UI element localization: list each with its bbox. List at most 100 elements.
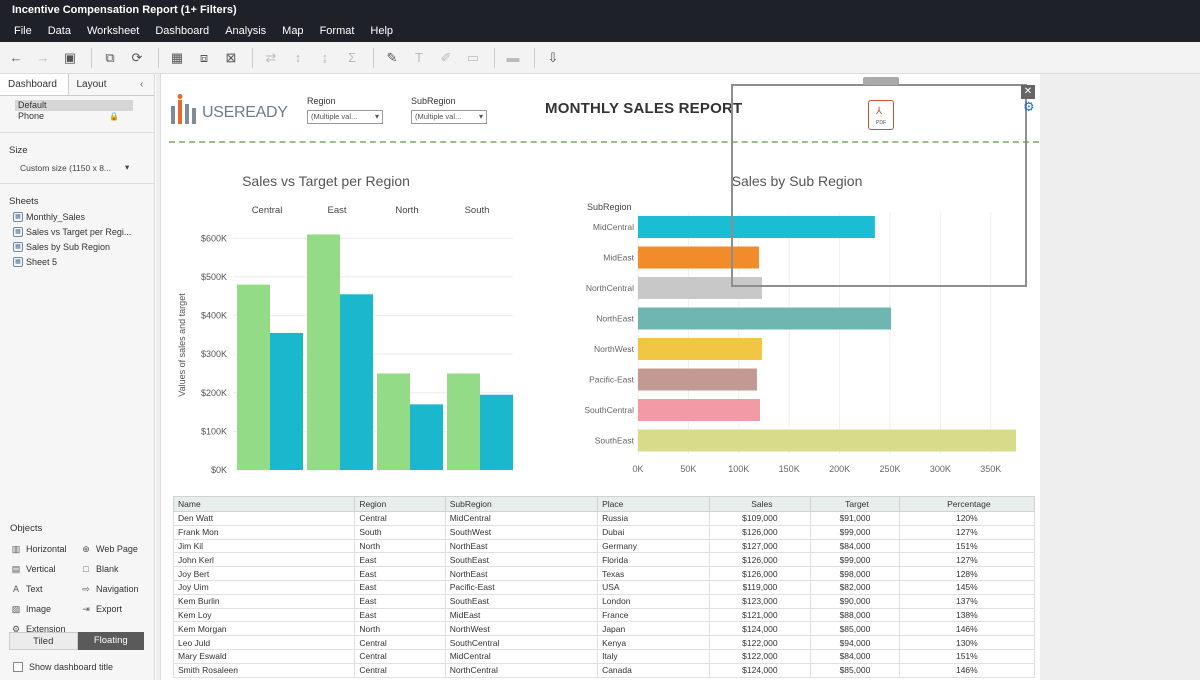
column-header[interactable]: SubRegion (444, 496, 599, 512)
save-icon[interactable]: ▣ (63, 49, 77, 65)
floating-button[interactable]: Floating (77, 632, 144, 650)
tab-layout[interactable]: Layout (76, 79, 107, 90)
navigation-icon: ⇨ (82, 583, 90, 594)
menu-dashboard[interactable]: Dashboard (155, 25, 210, 37)
back-icon[interactable]: ← (9, 50, 23, 65)
drag-handle[interactable] (863, 77, 899, 85)
duplicate-sheet-icon[interactable]: ⧈ (199, 49, 209, 65)
table-cell: John Kerl (172, 552, 356, 568)
toolbar-divider (91, 47, 92, 68)
table-row[interactable]: Frank Mon South SouthWest Dubai $126,000 $99,… (172, 524, 1036, 540)
fit-icon[interactable]: ▭ (466, 49, 480, 65)
close-icon[interactable]: ✕ (1021, 85, 1035, 99)
gear-icon[interactable]: ⚙ (1023, 99, 1035, 114)
checkbox[interactable] (13, 662, 23, 672)
charts-area: Sales vs Target per Region $0K $100K $200K $… (177, 173, 1016, 475)
region-filter-dropdown[interactable]: (Multiple val... (307, 110, 383, 124)
table-row[interactable]: Den Watt Central MidCentral Russia $109,000 $… (172, 511, 1036, 526)
object-horizontal[interactable]: ▥ Horizontal (10, 544, 80, 555)
totals-icon[interactable]: Σ (347, 50, 357, 65)
table-cell: $82,000 (810, 579, 900, 595)
table-row[interactable]: Kem Morgan North NorthWest Japan $124,000 $85… (172, 621, 1036, 637)
text-format-icon[interactable]: T (415, 50, 423, 65)
pause-updates-icon[interactable]: ⟳ (131, 49, 143, 65)
column-header[interactable]: Sales (708, 496, 812, 512)
menu-data[interactable]: Data (47, 25, 71, 37)
table-cell: $88,000 (810, 607, 900, 623)
column-header[interactable]: Name (172, 496, 356, 512)
clear-sheet-icon[interactable]: ⊠ (225, 49, 237, 65)
device-phone[interactable]: Phone 🔒 (15, 111, 133, 122)
sheet-item[interactable]: ▦ Sales vs Target per Regi... (13, 227, 154, 237)
device-default[interactable]: Default (15, 100, 133, 111)
tiled-button[interactable]: Tiled (9, 632, 78, 650)
bar (377, 373, 410, 470)
highlight-icon[interactable]: ✎ (386, 49, 398, 65)
tiled-floating-toggle: Tiled Floating (9, 632, 144, 650)
table-cell: East (354, 593, 446, 609)
y-axis-label: Values of sales and target (177, 293, 187, 397)
sheet-item[interactable]: ▦ Sheet 5 (13, 257, 154, 267)
object-image[interactable]: ▨ Image (10, 604, 80, 615)
table-row[interactable]: Smith Rosaleen Central NorthCentral Canada $… (172, 662, 1036, 678)
export-pdf-object[interactable]: ✕ ⚙ ⅄ PDF (731, 77, 1035, 287)
show-title-label: Show dashboard title (29, 662, 114, 672)
table-cell: $124,000 (708, 621, 812, 637)
table-cell: Central (354, 662, 446, 678)
menu-map[interactable]: Map (282, 25, 304, 37)
object-web-page[interactable]: ⊕ Web Page (80, 544, 150, 555)
table-row[interactable]: Jim Kil North NorthEast Germany $127,000 $84,… (172, 538, 1036, 554)
column-header[interactable]: Percentage (898, 496, 1036, 512)
new-datasource-icon[interactable]: ⧉ (105, 49, 115, 65)
object-text[interactable]: A Text (10, 584, 80, 594)
column-header[interactable]: Region (354, 496, 446, 512)
presentation-icon[interactable]: ▬ (506, 50, 520, 65)
table-row[interactable]: Joy Bert East NorthEast Texas $126,000 $98,00… (172, 566, 1036, 581)
menu-worksheet[interactable]: Worksheet (86, 25, 140, 37)
table-cell: Kenya (597, 635, 710, 650)
category-label: South (465, 205, 490, 216)
collapse-sidebar-icon[interactable]: ‹ (140, 79, 144, 90)
table-cell: East (354, 566, 446, 581)
y-tick-label: $200K (201, 388, 227, 398)
table-cell: Kem Morgan (172, 621, 356, 637)
table-cell: East (354, 579, 446, 595)
table-row[interactable]: Joy Uim East Pacific-East USA $119,000 $82,00… (172, 579, 1036, 595)
subregion-filter-dropdown[interactable]: (Multiple val... (411, 110, 487, 124)
column-header[interactable]: Place (597, 496, 710, 512)
object-blank[interactable]: □ Blank (80, 564, 150, 574)
table-cell: Frank Mon (172, 524, 356, 540)
tab-dashboard[interactable]: Dashboard (0, 74, 69, 95)
menu-analysis[interactable]: Analysis (225, 25, 267, 37)
table-row[interactable]: Kem Burlin East SouthEast London $123,000 $90… (172, 593, 1036, 609)
swap-icon[interactable]: ⇄ (265, 49, 277, 65)
object-extension[interactable]: ⚙ Extension (10, 624, 80, 635)
object-export[interactable]: ⇥ Export (80, 604, 150, 615)
menu-file[interactable]: File (14, 25, 32, 37)
pdf-icon[interactable]: ⅄ PDF (868, 100, 894, 130)
annotate-icon[interactable]: ✐ (440, 49, 452, 65)
table-row[interactable]: John Kerl East SouthEast Florida $126,000 $99… (172, 552, 1036, 568)
sort-desc-icon[interactable]: ↨ (321, 50, 329, 65)
menu-format[interactable]: Format (319, 25, 355, 37)
object-navigation[interactable]: ⇨ Navigation (80, 584, 150, 595)
menu-help[interactable]: Help (370, 25, 394, 37)
share-icon[interactable]: ⇩ (547, 49, 559, 65)
size-dropdown[interactable]: Custom size (1150 x 8... ▾ (20, 162, 154, 173)
forward-icon[interactable]: → (36, 50, 50, 65)
table-cell: $121,000 (708, 607, 812, 623)
sales-table: Name Region SubRegion Place Sales Target Perce… (172, 496, 1036, 678)
category-label: SouthEast (595, 436, 635, 446)
column-header[interactable]: Target (810, 496, 900, 512)
object-vertical[interactable]: ▤ Vertical (10, 564, 80, 575)
show-title-checkbox[interactable]: Show dashboard title (13, 662, 113, 672)
table-cell: $127,000 (708, 538, 812, 554)
table-row[interactable]: Leo Juld Central SouthCentral Kenya $122,000… (172, 635, 1036, 650)
sheet-item[interactable]: ▦ Monthly_Sales (13, 212, 154, 222)
table-row[interactable]: Mary Eswald Central MidCentral Italy $122,00… (172, 648, 1036, 664)
table-cell: USA (597, 579, 710, 595)
table-row[interactable]: Kem Loy East MidEast France $121,000 $88,000 1… (172, 607, 1036, 623)
sort-asc-icon[interactable]: ↕ (294, 50, 302, 65)
sheet-item[interactable]: ▦ Sales by Sub Region (13, 242, 154, 252)
new-sheet-icon[interactable]: ▦ (170, 49, 184, 65)
